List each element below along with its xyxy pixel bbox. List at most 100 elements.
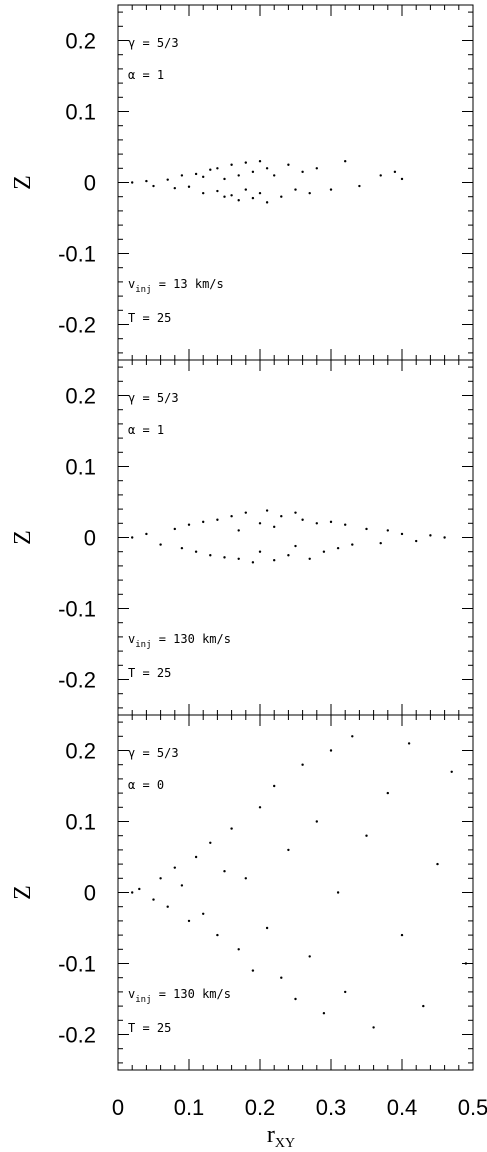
- point: [145, 532, 148, 536]
- point: [301, 518, 304, 521]
- annotation: γ = 5/3: [128, 746, 179, 760]
- point: [131, 891, 134, 894]
- point: [230, 194, 233, 197]
- annotation: T = 25: [128, 311, 171, 325]
- point: [244, 511, 247, 514]
- y-tick-label: -0.1: [58, 242, 96, 267]
- y-tick-label: 0: [84, 526, 96, 551]
- point: [287, 554, 290, 557]
- point: [329, 520, 333, 524]
- point: [294, 997, 297, 1001]
- point: [322, 550, 326, 553]
- y-tick-label: 0.2: [65, 739, 96, 764]
- point: [237, 529, 240, 532]
- annotation: vinj = 130 km/s: [128, 632, 231, 650]
- point: [209, 554, 212, 557]
- point: [450, 770, 453, 773]
- point: [386, 529, 389, 532]
- annotation-subscript: inj: [135, 640, 151, 650]
- y-tick-label: -0.2: [58, 313, 96, 338]
- annotation: vinj = 13 km/s: [128, 277, 224, 295]
- point: [209, 168, 212, 171]
- annotation-subscript: inj: [135, 995, 151, 1005]
- y-tick-label: 0.1: [65, 455, 96, 480]
- point: [152, 184, 155, 188]
- point: [294, 544, 297, 548]
- point: [287, 848, 290, 852]
- point: [159, 543, 162, 546]
- point: [251, 196, 255, 200]
- annotation: T = 25: [128, 666, 171, 680]
- point: [372, 1026, 375, 1029]
- point: [237, 557, 240, 560]
- point: [301, 763, 304, 766]
- point: [258, 550, 262, 553]
- point: [223, 556, 226, 559]
- point: [407, 742, 411, 745]
- annotation: α = 1: [128, 68, 164, 82]
- y-axis-label: Z: [10, 530, 36, 545]
- point: [429, 534, 432, 537]
- point: [265, 926, 269, 930]
- point: [400, 933, 404, 937]
- y-axis-label: Z: [10, 885, 36, 900]
- x-tick-label: 0.4: [387, 1095, 418, 1120]
- point: [202, 175, 205, 179]
- y-tick-label: 0.2: [65, 384, 96, 409]
- point: [194, 550, 198, 553]
- annotation-symbol: v: [128, 632, 135, 646]
- point: [400, 532, 404, 536]
- point: [138, 887, 141, 891]
- y-tick-label: 0.2: [65, 29, 96, 54]
- point: [194, 855, 198, 859]
- point: [223, 177, 226, 181]
- point: [415, 539, 418, 543]
- point: [280, 195, 283, 198]
- point: [152, 898, 155, 901]
- point: [315, 167, 318, 170]
- point: [258, 160, 262, 163]
- point: [273, 559, 276, 562]
- point: [443, 536, 446, 539]
- annotation: vinj = 130 km/s: [128, 987, 231, 1005]
- plot-frame: [117, 714, 474, 1071]
- point: [237, 199, 240, 202]
- x-tick-label: 0.1: [174, 1095, 205, 1120]
- point: [386, 791, 389, 795]
- point: [194, 172, 198, 176]
- point: [223, 870, 226, 873]
- point: [301, 170, 304, 174]
- x-tick-label: 0: [112, 1095, 124, 1120]
- plot-frame: [117, 4, 474, 361]
- point: [230, 163, 233, 166]
- y-tick-label: -0.1: [58, 952, 96, 977]
- point: [244, 161, 247, 164]
- point: [251, 969, 255, 972]
- point: [230, 827, 233, 830]
- point: [464, 962, 468, 965]
- point: [209, 841, 212, 844]
- annotation: T = 25: [128, 1021, 171, 1035]
- point: [351, 543, 354, 546]
- point: [166, 178, 169, 181]
- point: [280, 976, 283, 979]
- point: [308, 191, 311, 195]
- annotation: α = 0: [128, 778, 164, 792]
- y-axis-label: Z: [10, 175, 36, 190]
- point: [393, 170, 397, 174]
- point: [365, 527, 368, 531]
- point: [315, 522, 318, 525]
- point: [145, 179, 148, 183]
- point: [273, 174, 276, 177]
- point: [294, 188, 297, 191]
- point: [344, 990, 347, 994]
- point: [351, 735, 354, 738]
- point: [244, 188, 247, 191]
- point: [315, 820, 318, 823]
- point: [365, 834, 368, 837]
- annotation-text: = 130 km/s: [152, 987, 231, 1001]
- point: [202, 912, 205, 915]
- point: [265, 509, 269, 512]
- point: [237, 948, 240, 951]
